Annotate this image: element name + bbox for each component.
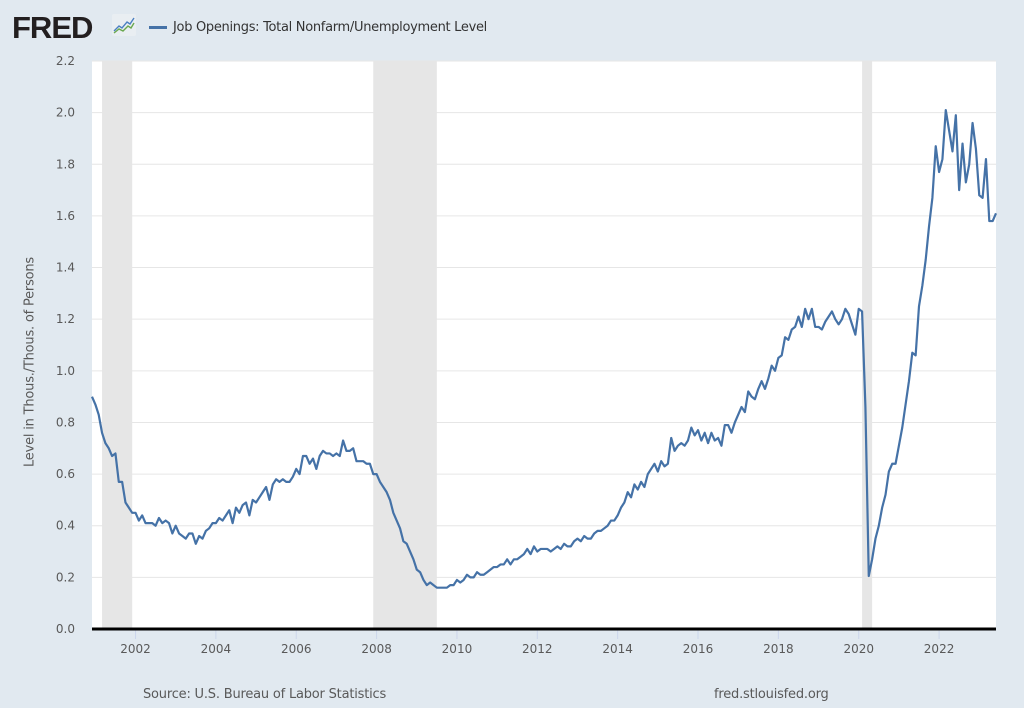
site-url[interactable]: fred.stlouisfed.org <box>714 687 829 702</box>
recession-band-2 <box>373 61 437 629</box>
y-tick-label: 0.0 <box>56 622 75 636</box>
y-tick-label: 1.2 <box>56 312 75 326</box>
source-note: Source: U.S. Bureau of Labor Statistics <box>143 687 387 702</box>
x-tick-label: 2004 <box>201 642 232 656</box>
legend-swatch <box>149 25 167 29</box>
y-tick-label: 0.4 <box>56 519 75 533</box>
x-tick-label: 2020 <box>843 642 874 656</box>
x-tick-label: 2014 <box>602 642 633 656</box>
chart-legend: Job Openings: Total Nonfarm/Unemployment… <box>149 17 487 37</box>
line-chart-icon <box>112 14 136 36</box>
series-line <box>90 108 998 589</box>
y-tick-label: 2.0 <box>56 106 75 120</box>
x-tick-label: 2018 <box>763 642 794 656</box>
x-tick-label: 2016 <box>683 642 714 656</box>
y-tick-label: 0.2 <box>56 570 75 584</box>
y-tick-label: 1.4 <box>56 261 75 275</box>
x-tick-labels: 2002 2004 2006 2008 2010 2012 2014 2016 2018 2020… <box>120 642 954 656</box>
recession-bands <box>102 61 873 629</box>
y-tick-label: 0.8 <box>56 415 75 429</box>
x-tick-label: 2008 <box>361 642 392 656</box>
x-tick-marks <box>135 629 940 639</box>
y-tick-label: 1.8 <box>56 157 75 171</box>
x-tick-label: 2006 <box>281 642 312 656</box>
x-tick-label: 2022 <box>924 642 955 656</box>
x-tick-label: 2002 <box>120 642 151 656</box>
y-tick-label: 1.0 <box>56 364 75 378</box>
y-tick-labels: 0.0 0.2 0.4 0.6 0.8 1.0 1.2 1.4 1.6 1.8 2.0 2.2 <box>56 54 75 636</box>
plot-area <box>92 61 996 629</box>
recession-band-1 <box>102 61 133 629</box>
y-tick-label: 2.2 <box>56 54 75 68</box>
x-tick-label: 2012 <box>522 642 553 656</box>
legend-label: Job Openings: Total Nonfarm/Unemployment… <box>173 19 487 35</box>
recession-band-3 <box>862 61 873 629</box>
y-tick-label: 0.6 <box>56 467 75 481</box>
y-tick-label: 1.6 <box>56 209 75 223</box>
x-tick-label: 2010 <box>442 642 473 656</box>
fred-logo-text: FRED <box>12 10 93 45</box>
gridlines <box>92 60 996 578</box>
fred-logo: FRED <box>12 10 136 45</box>
